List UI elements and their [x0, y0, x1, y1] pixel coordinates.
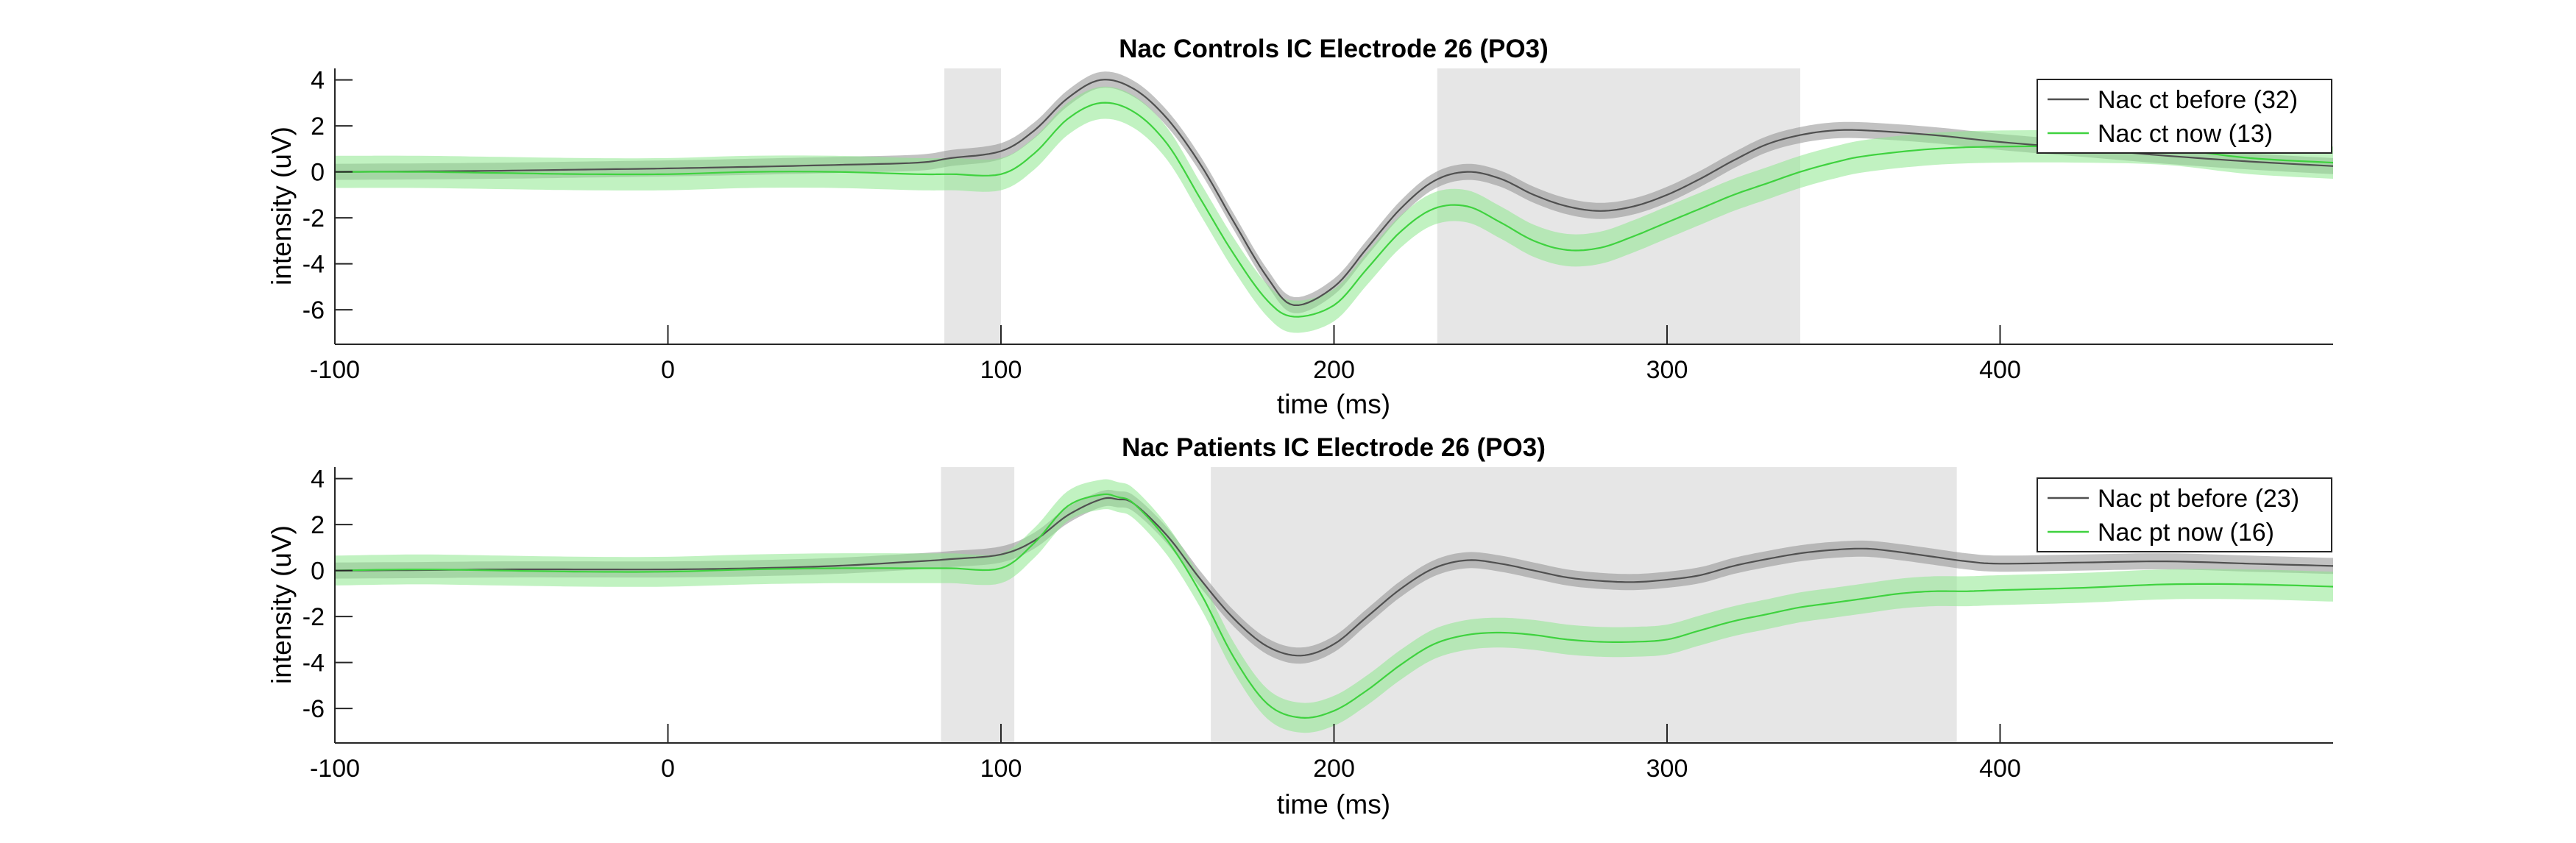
y-axis-label: intensity (uV): [266, 525, 297, 684]
error-band-before: [335, 71, 2333, 313]
error-band-now: [335, 86, 2333, 333]
legend-label-now: Nac pt now (16): [2098, 519, 2274, 547]
y-axis-label: intensity (uV): [266, 127, 297, 285]
chart-title: Nac Controls IC Electrode 26 (PO3): [1119, 35, 1548, 63]
lines-top: [335, 79, 2334, 318]
y-tick-label: 0: [311, 558, 325, 586]
x-axis-label: time (ms): [1277, 389, 1390, 419]
y-tick-label: -4: [302, 251, 325, 279]
series-line-now: [335, 102, 2334, 318]
y-tick-label: -6: [302, 296, 325, 324]
chart-panel-controls: -100 0 100 200 300 400 -6 -4 -2 0 2 4 Nac Controls …: [266, 35, 2334, 419]
y-tick-label: -6: [302, 695, 325, 723]
x-tick-label: 400: [1979, 356, 2021, 384]
x-tick-label: 300: [1646, 755, 1688, 783]
bands-top: [335, 71, 2333, 333]
chart-title: Nac Patients IC Electrode 26 (PO3): [1122, 433, 1546, 462]
y-tick-label: 2: [311, 511, 325, 539]
y-tick-label: 0: [311, 159, 325, 187]
x-tick-label: 100: [980, 755, 1022, 783]
ticks-bottom: -100 0 100 200 300 400 -6 -4 -2 0 2 4: [302, 466, 2021, 783]
series-line-now: [334, 493, 2334, 719]
x-axis-label: time (ms): [1277, 789, 1390, 819]
y-tick-label: -2: [302, 204, 325, 232]
legend-box: [2037, 79, 2332, 154]
legend-label-before: Nac pt before (23): [2098, 485, 2299, 513]
x-tick-label: 300: [1646, 356, 1688, 384]
bands-bottom: [335, 479, 2333, 733]
shaded-interval-0: [944, 68, 1001, 344]
y-tick-label: -4: [302, 650, 325, 677]
ticks-top: -100 0 100 200 300 400 -6 -4 -2 0 2 4: [302, 67, 2021, 384]
y-tick-label: -2: [302, 603, 325, 631]
y-tick-label: 4: [311, 67, 325, 95]
x-tick-label: 200: [1313, 755, 1355, 783]
series-line-before: [335, 79, 2334, 306]
x-tick-label: 400: [1979, 755, 2021, 783]
x-tick-label: 0: [661, 356, 675, 384]
series-line-before: [335, 497, 2334, 657]
x-tick-label: -100: [310, 755, 360, 783]
x-tick-label: 100: [980, 356, 1022, 384]
x-tick-label: 200: [1313, 356, 1355, 384]
x-tick-label: -100: [310, 356, 360, 384]
legend: Nac ct before (32) Nac ct now (13): [2037, 79, 2332, 154]
y-tick-label: 4: [311, 466, 325, 494]
y-tick-label: 2: [311, 113, 325, 140]
shaded-interval-0: [941, 467, 1015, 743]
chart-panel-patients: -100 0 100 200 300 400 -6 -4 -2 0 2 4 Nac Patients …: [266, 433, 2334, 819]
legend: Nac pt before (23) Nac pt now (16): [2037, 477, 2332, 552]
legend-label-now: Nac ct now (13): [2098, 120, 2273, 148]
legend-label-before: Nac ct before (32): [2098, 86, 2298, 114]
x-tick-label: 0: [661, 755, 675, 783]
lines-bottom: [334, 493, 2334, 719]
legend-box: [2037, 477, 2332, 552]
error-band-now: [335, 479, 2333, 733]
